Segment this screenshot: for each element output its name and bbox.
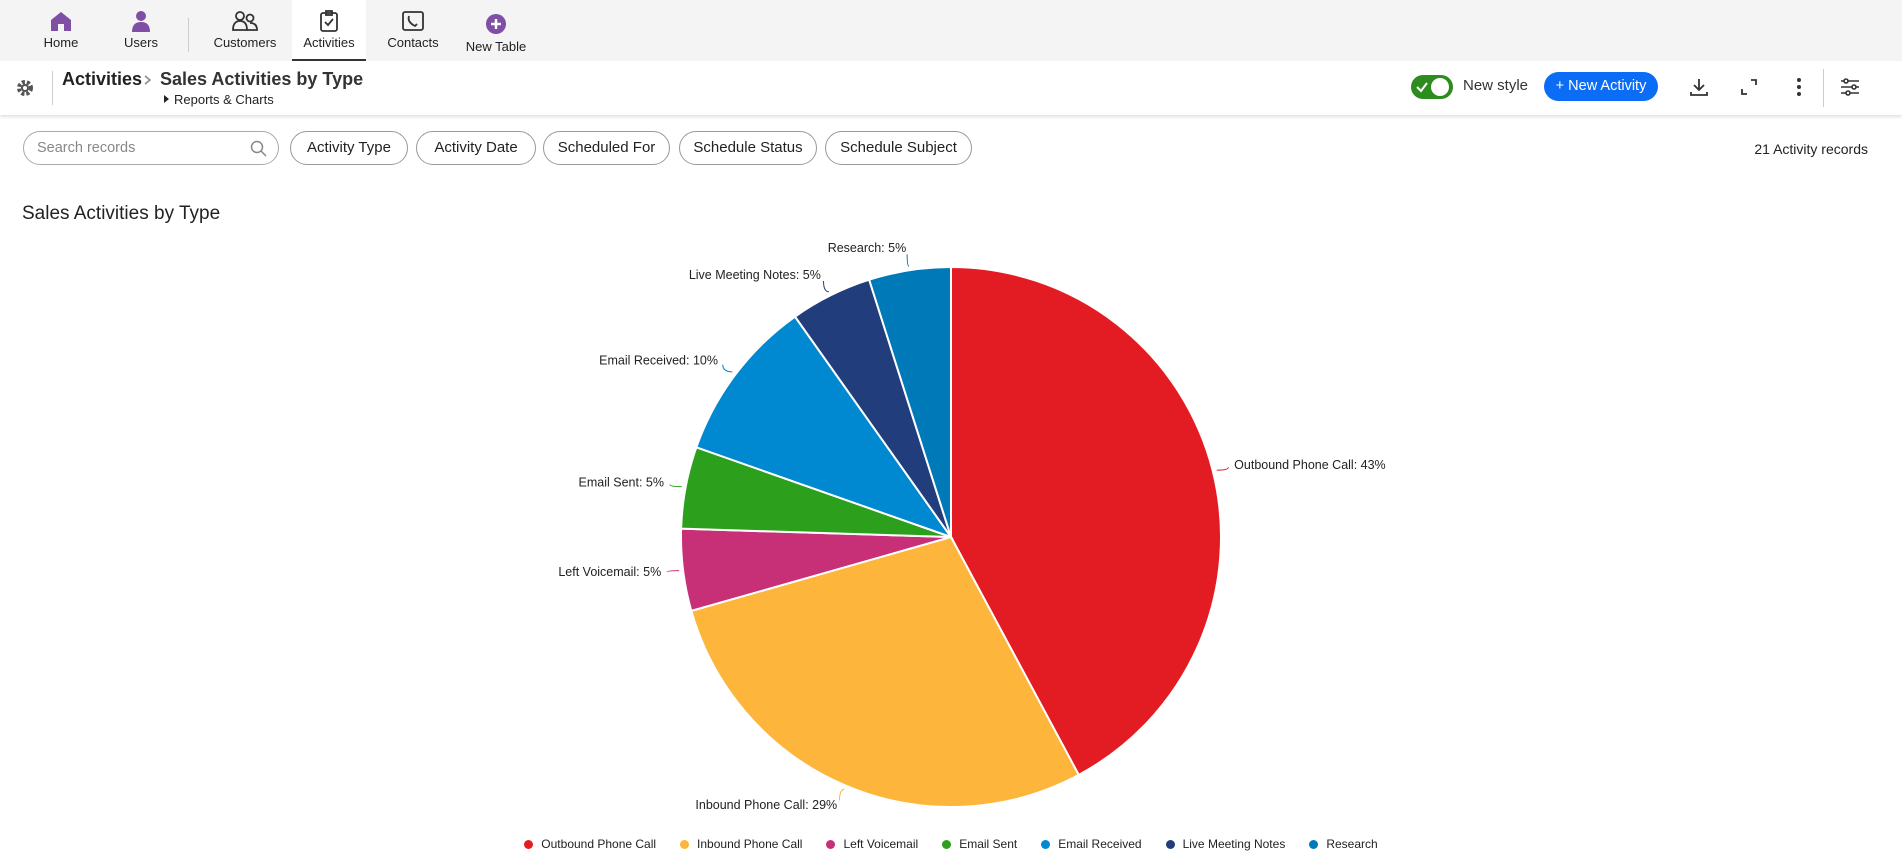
nav-label: Home xyxy=(43,35,79,50)
nav-separator xyxy=(188,18,189,52)
expand-icon[interactable] xyxy=(1738,76,1760,98)
nav-users[interactable]: Users xyxy=(103,0,179,61)
header-bar: Activities Sales Activities by Type Repo… xyxy=(0,61,1902,115)
pie-slice xyxy=(695,315,954,539)
nav-customers[interactable]: Customers xyxy=(207,0,283,61)
breadcrumb-section[interactable]: Activities xyxy=(62,69,143,89)
legend-swatch xyxy=(1309,840,1319,849)
nav-contacts[interactable]: Contacts xyxy=(375,0,451,61)
nav-new-table[interactable]: New Table xyxy=(458,0,534,61)
legend-item[interactable]: Email Received xyxy=(1041,837,1142,851)
legend-item[interactable]: Left Voicemail xyxy=(826,837,918,851)
legend-label: Live Meeting Notes xyxy=(1182,837,1286,851)
filter-pill[interactable]: Scheduled For xyxy=(543,131,670,165)
legend-label: Inbound Phone Call xyxy=(697,837,803,851)
filter-pill[interactable]: Activity Date xyxy=(416,131,536,165)
pie-slice xyxy=(690,535,1081,809)
legend-item[interactable]: Research xyxy=(1309,837,1378,851)
toggle-label: New style xyxy=(1463,77,1529,94)
leader-line xyxy=(906,254,910,267)
filter-pill[interactable]: Schedule Status xyxy=(679,131,817,165)
data-label: Email Received: 10% xyxy=(599,353,718,367)
legend-swatch xyxy=(1041,840,1051,849)
nav-label: Customers xyxy=(213,35,277,50)
legend-item[interactable]: Outbound Phone Call xyxy=(524,837,656,851)
contacts-icon xyxy=(402,11,424,31)
filter-pill[interactable]: Activity Type xyxy=(290,131,408,165)
customers-icon xyxy=(232,11,258,31)
download-icon[interactable] xyxy=(1688,76,1710,98)
chart: Outbound Phone Call: 43% Inbound Phone Ca… xyxy=(558,241,1386,812)
leader-line xyxy=(823,280,829,293)
filter-pill[interactable]: Schedule Subject xyxy=(825,131,972,165)
more-icon[interactable] xyxy=(1788,76,1810,98)
legend-item[interactable]: Email Sent xyxy=(942,837,1017,851)
legend-item[interactable]: Inbound Phone Call xyxy=(680,837,802,851)
data-label: Inbound Phone Call: 29% xyxy=(695,798,837,812)
data-label: Outbound Phone Call: 43% xyxy=(1234,458,1386,472)
leader-line xyxy=(666,570,680,573)
legend-label: Research xyxy=(1326,837,1378,851)
legend-item[interactable]: Live Meeting Notes xyxy=(1165,837,1286,851)
activities-icon xyxy=(320,10,338,32)
legend-label: Left Voicemail xyxy=(843,837,919,851)
leader-line xyxy=(839,788,845,801)
caret-icon xyxy=(164,95,169,103)
data-label: Email Sent: 5% xyxy=(579,476,664,490)
settings-icon[interactable] xyxy=(15,78,35,98)
toggle[interactable] xyxy=(1410,74,1454,100)
breadcrumb-chevron xyxy=(144,75,152,85)
search-box[interactable]: Search records xyxy=(23,131,279,165)
filter-settings-icon[interactable] xyxy=(1839,76,1861,98)
data-label: Live Meeting Notes: 5% xyxy=(689,268,821,282)
nav-label: Contacts xyxy=(387,35,439,50)
leader-line xyxy=(669,484,682,488)
legend: Outbound Phone Call Inbound Phone Call Lef… xyxy=(0,837,1902,851)
legend-swatch xyxy=(680,840,690,849)
legend-label: Outbound Phone Call xyxy=(541,837,657,851)
legend-swatch xyxy=(1165,840,1175,849)
record-count: 21 Activity records xyxy=(1754,141,1868,157)
legend-swatch xyxy=(826,840,836,849)
legend-swatch xyxy=(942,840,952,849)
breadcrumb-subtitle[interactable]: Reports & Charts xyxy=(174,92,274,107)
pie-slice xyxy=(867,265,952,538)
leader-line xyxy=(1216,467,1229,471)
data-label: Research: 5% xyxy=(828,241,907,255)
divider xyxy=(52,71,53,105)
legend-label: Email Received xyxy=(1058,837,1142,851)
nav-label: Activities xyxy=(303,35,355,50)
top-nav: Home Users Customers Activities Contacts… xyxy=(0,0,1902,61)
pie-slice xyxy=(950,265,1222,777)
search-icon xyxy=(250,140,267,157)
chart-title: Sales Activities by Type xyxy=(22,203,221,224)
legend-label: Email Sent xyxy=(959,837,1018,851)
search-placeholder: Search records xyxy=(37,140,136,156)
nav-label: New Table xyxy=(465,39,527,54)
home-icon xyxy=(51,12,71,31)
nav-label: Users xyxy=(124,35,158,50)
leader-line xyxy=(722,364,733,373)
nav-activities[interactable]: Activities xyxy=(292,0,366,61)
breadcrumb-title: Sales Activities by Type xyxy=(160,69,364,89)
legend-swatch xyxy=(524,840,534,849)
data-label: Left Voicemail: 5% xyxy=(558,565,661,579)
user-icon xyxy=(132,11,150,32)
new-activity-button[interactable]: + New Activity xyxy=(1544,72,1658,101)
divider xyxy=(1823,69,1824,107)
plus-icon xyxy=(486,14,506,34)
nav-home[interactable]: Home xyxy=(23,0,99,61)
